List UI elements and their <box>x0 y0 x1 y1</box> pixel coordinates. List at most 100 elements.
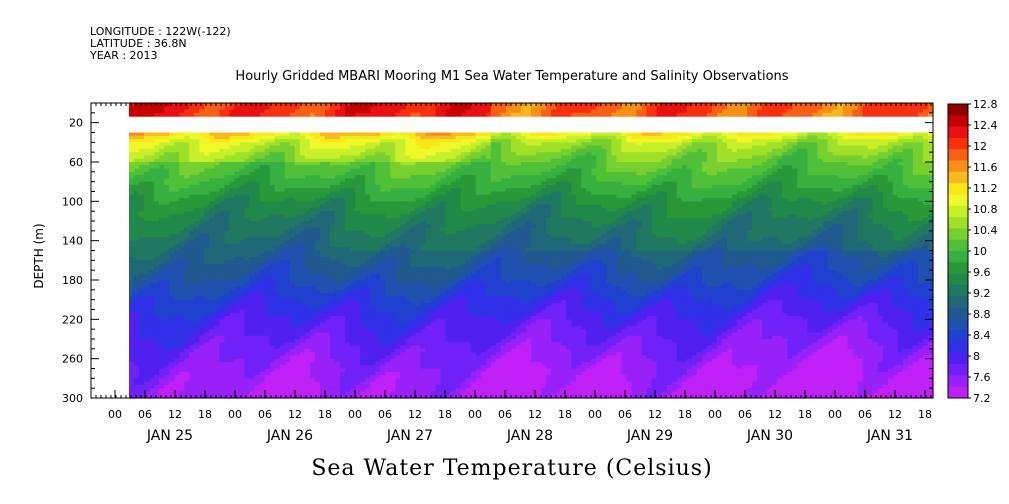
heat-cell <box>169 214 175 219</box>
heat-cell <box>189 316 195 320</box>
heat-cell <box>149 207 155 212</box>
heat-cell <box>189 266 195 271</box>
heat-cell <box>164 391 170 396</box>
heat-cell <box>174 230 180 235</box>
heat-cell <box>154 148 160 153</box>
heat-cell <box>144 106 150 111</box>
heat-cell <box>149 224 155 229</box>
heat-cell <box>139 194 145 199</box>
heat-cell <box>184 247 190 252</box>
heat-cell <box>144 293 150 297</box>
heat-cell <box>184 293 190 297</box>
heat-cell <box>179 266 185 271</box>
heat-cell <box>164 371 170 376</box>
heat-cell <box>129 224 135 229</box>
heat-cell <box>169 348 175 353</box>
heat-cell <box>159 165 165 170</box>
heat-cell <box>149 181 155 186</box>
heat-cell <box>194 237 200 242</box>
heat-cell <box>134 270 140 275</box>
heat-cell <box>174 227 180 232</box>
heat-cell <box>184 132 190 137</box>
heat-cell <box>189 381 195 386</box>
heat-cell <box>199 191 205 196</box>
heat-cell <box>134 384 140 389</box>
heat-cell <box>189 309 195 314</box>
heat-cell <box>184 181 190 186</box>
heat-cell <box>154 247 160 252</box>
heat-cell <box>129 332 135 337</box>
heat-cell <box>169 316 175 320</box>
heat-cell <box>184 384 190 389</box>
heat-cell <box>149 214 155 219</box>
heat-cell <box>179 178 185 183</box>
heat-cell <box>134 352 140 356</box>
heat-cell <box>164 329 170 334</box>
heat-cell <box>314 112 321 117</box>
heat-cell <box>134 234 140 238</box>
heat-cell <box>134 335 140 340</box>
heat-cell <box>169 178 175 183</box>
heat-cell <box>134 253 140 258</box>
heat-cell <box>154 342 160 347</box>
heat-cell <box>169 247 175 252</box>
heat-cell <box>139 211 145 216</box>
heat-cell <box>159 253 165 258</box>
heat-cell <box>174 309 180 314</box>
heat-cell <box>164 361 170 366</box>
heat-cell <box>144 155 150 160</box>
heat-cell <box>174 158 180 163</box>
heat-cell <box>184 394 190 399</box>
heat-cell <box>129 181 135 186</box>
heat-cell <box>405 112 412 117</box>
heat-cell <box>144 139 150 143</box>
heat-cell <box>184 211 190 216</box>
heat-cell <box>174 237 180 242</box>
heat-cell <box>144 299 150 304</box>
heat-cell <box>194 148 200 153</box>
heat-cell <box>169 342 175 347</box>
heat-cell <box>139 358 145 363</box>
heat-cell <box>194 384 200 389</box>
heat-cell <box>179 384 185 389</box>
heat-cell <box>355 112 361 117</box>
heat-cell <box>159 247 165 252</box>
heat-cell <box>144 375 150 379</box>
heat-cell <box>189 112 195 117</box>
heat-cell <box>134 329 140 334</box>
heat-cell <box>184 230 190 235</box>
heat-cell <box>134 132 140 137</box>
heat-cell <box>174 289 180 294</box>
heat-cell <box>169 384 175 389</box>
heat-cell <box>194 342 200 347</box>
heat-cell <box>189 142 195 147</box>
heat-cell <box>194 253 200 258</box>
heat-cell <box>134 201 140 206</box>
heat-cell <box>129 329 135 334</box>
heat-cell <box>350 112 356 117</box>
heat-cell <box>139 253 145 258</box>
heat-cell <box>174 211 180 216</box>
heat-cell <box>189 171 195 176</box>
heat-cell <box>154 332 160 337</box>
heat-cell <box>194 106 200 111</box>
heat-cell <box>194 352 200 356</box>
heat-cell <box>179 263 185 268</box>
heat-cell <box>144 201 150 206</box>
heat-cell <box>189 263 195 268</box>
heat-cell <box>174 139 180 143</box>
heat-cell <box>134 227 140 232</box>
heat-cell <box>144 302 150 307</box>
heat-cell <box>199 148 205 153</box>
heat-cell <box>174 273 180 278</box>
heat-cell <box>154 227 160 232</box>
heat-cell <box>134 312 140 317</box>
heat-cell <box>189 155 195 160</box>
heat-cell <box>184 109 190 114</box>
heat-cell <box>169 312 175 317</box>
heat-cell <box>159 230 165 235</box>
heat-cell <box>129 145 135 150</box>
heat-cell <box>129 168 135 173</box>
heat-cell <box>149 240 155 245</box>
heat-cell <box>194 394 200 399</box>
